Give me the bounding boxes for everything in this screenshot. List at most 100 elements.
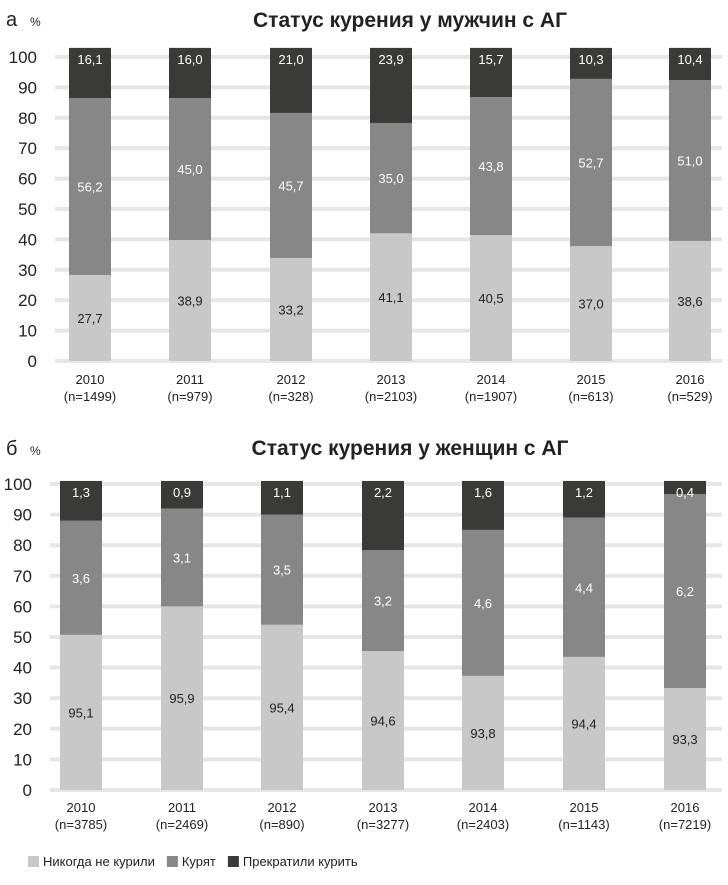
x-tick-label: 2013 — [369, 800, 398, 815]
bar-segment-1 — [169, 240, 211, 361]
data-label: 1,6 — [474, 485, 492, 500]
legend: Никогда не курили Курят Прекратили курить — [28, 854, 358, 869]
data-label: 0,9 — [173, 485, 191, 500]
x-tick-label: 2014 — [477, 372, 506, 387]
data-label: 16,1 — [77, 52, 102, 67]
data-label: 40,5 — [478, 291, 503, 306]
y-tick-label: 10 — [13, 750, 32, 769]
bar-segment-3 — [69, 47, 111, 99]
bar-segment-1 — [462, 675, 504, 790]
bar-segment-2 — [169, 98, 211, 241]
unit-label: % — [30, 444, 41, 458]
data-label: 3,5 — [273, 563, 291, 578]
bar-segment-3 — [169, 47, 211, 99]
bar-segment-1 — [570, 246, 612, 361]
chart-title: Статус курения у мужчин с АГ — [253, 9, 567, 32]
x-tick-n: (n=529) — [667, 389, 712, 404]
x-tick-n: (n=979) — [167, 389, 212, 404]
data-label: 1,3 — [72, 485, 90, 500]
bar-segment-2 — [362, 550, 404, 652]
y-tick-label: 90 — [13, 506, 32, 525]
y-tick-label: 80 — [13, 536, 32, 555]
y-tick-label: 30 — [13, 689, 32, 708]
bar-segment-3 — [669, 47, 711, 81]
legend-swatch — [28, 856, 39, 867]
bar-segment-2 — [563, 517, 605, 657]
data-label: 23,9 — [378, 52, 403, 67]
data-label: 3,1 — [173, 550, 191, 565]
data-label: 94,4 — [571, 716, 596, 731]
bar-segment-2 — [60, 520, 102, 635]
data-label: 21,0 — [278, 52, 303, 67]
bar-segment-1 — [470, 235, 512, 361]
legend-item: Прекратили курить — [243, 854, 358, 869]
y-tick-label: 30 — [18, 261, 37, 280]
y-tick-label: 90 — [18, 78, 37, 97]
data-label: 2,2 — [374, 485, 392, 500]
bar-segment-2 — [669, 80, 711, 241]
bar-segment-2 — [370, 122, 412, 234]
bar-segment-1 — [261, 624, 303, 790]
data-label: 15,7 — [478, 52, 503, 67]
y-tick-label: 60 — [13, 597, 32, 616]
x-tick-label: 2012 — [277, 372, 306, 387]
data-label: 95,1 — [68, 705, 93, 720]
x-tick-n: (n=3785) — [55, 817, 107, 832]
x-tick-n: (n=2403) — [457, 817, 509, 832]
x-tick-n: (n=1907) — [465, 389, 517, 404]
data-label: 41,1 — [378, 290, 403, 305]
bar-segment-3 — [370, 47, 412, 123]
bar-segment-3 — [362, 480, 404, 551]
chart-1: а% Статус курения у мужчин с АГ 0 10 20 30 40 5… — [6, 9, 722, 404]
bar-segment-1 — [270, 257, 312, 361]
data-label: 16,0 — [177, 52, 202, 67]
y-tick-label: 40 — [18, 230, 37, 249]
y-tick-label: 100 — [4, 475, 32, 494]
y-tick-label: 40 — [13, 659, 32, 678]
data-label: 10,3 — [578, 52, 603, 67]
x-tick-label: 2013 — [377, 372, 406, 387]
data-label: 1,1 — [273, 485, 291, 500]
data-label: 0,4 — [676, 485, 694, 500]
y-tick-label: 10 — [18, 322, 37, 341]
data-label: 38,9 — [177, 294, 202, 309]
bar-segment-2 — [470, 97, 512, 236]
y-tick-label: 60 — [18, 170, 37, 189]
x-tick-n: (n=1499) — [64, 389, 116, 404]
unit-label: % — [30, 15, 41, 29]
bar-segment-3 — [563, 480, 605, 518]
bar-segment-3 — [570, 47, 612, 79]
y-tick-label: 50 — [18, 200, 37, 219]
y-tick-label: 50 — [13, 628, 32, 647]
bar-segment-1 — [664, 688, 706, 790]
data-label: 37,0 — [578, 297, 603, 312]
bar-segment-1 — [69, 274, 111, 361]
legend-item: Никогда не курили — [43, 854, 155, 869]
bar-segment-3 — [161, 480, 203, 509]
bar-segment-2 — [664, 494, 706, 689]
x-tick-n: (n=2469) — [156, 817, 208, 832]
data-label: 94,6 — [370, 714, 395, 729]
bar-segment-1 — [60, 634, 102, 790]
x-tick-label: 2010 — [67, 800, 96, 815]
bar-segment-1 — [370, 233, 412, 361]
data-label: 93,3 — [672, 732, 697, 747]
bar-segment-2 — [570, 78, 612, 247]
data-label: 27,7 — [77, 311, 102, 326]
x-tick-n: (n=890) — [259, 817, 304, 832]
legend-swatch — [227, 856, 239, 867]
chart-title: Статус курения у женщин с АГ — [252, 437, 569, 460]
data-label: 10,4 — [677, 52, 702, 67]
x-tick-n: (n=328) — [268, 389, 313, 404]
y-tick-label: 0 — [23, 781, 32, 800]
bar-segment-1 — [362, 651, 404, 790]
bar-segment-3 — [60, 480, 102, 521]
x-tick-n: (n=2103) — [365, 389, 417, 404]
bar-segment-1 — [563, 656, 605, 790]
bar-segment-2 — [261, 514, 303, 625]
bar-segment-3 — [261, 480, 303, 515]
data-label: 43,8 — [478, 159, 503, 174]
data-label: 33,2 — [278, 302, 303, 317]
x-tick-label: 2014 — [469, 800, 498, 815]
